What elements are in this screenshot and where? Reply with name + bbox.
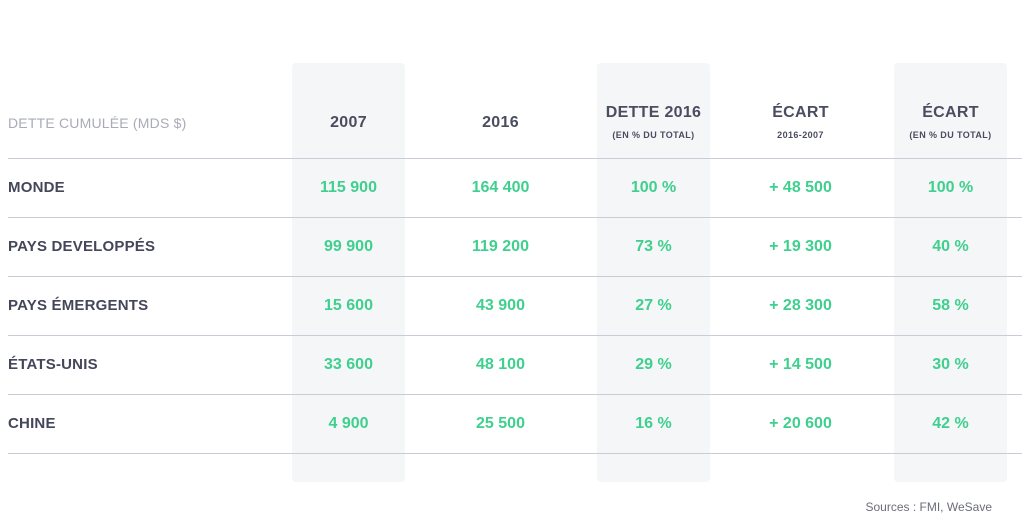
header-title: ÉCART [922, 103, 979, 121]
table-row-etats-unis: ÉTATS-UNIS 33 600 48 100 29 % + 14 500 3… [8, 336, 1022, 395]
cell-dette-2016-pct: 27 % [597, 277, 710, 335]
header-subtitle: (EN % DU TOTAL) [909, 129, 992, 140]
header-col-2016: 2016 [444, 63, 557, 158]
row-label-cell: CHINE [8, 395, 292, 453]
cell-value: 164 400 [471, 178, 530, 196]
column-band-2007 [292, 63, 405, 482]
cell-dette-2016-pct: 29 % [597, 336, 710, 394]
cell-value: 42 % [932, 414, 969, 432]
cell-value: 4 900 [328, 414, 369, 432]
column-band-ecart-pct [894, 63, 1007, 482]
cell-ecart-pct: 30 % [894, 336, 1007, 394]
table-row-chine: CHINE 4 900 25 500 16 % + 20 600 42 % [8, 395, 1022, 454]
cell-ecart: + 20 600 [744, 395, 857, 453]
header-col-ecart-pct: ÉCART (EN % DU TOTAL) [894, 63, 1007, 158]
cell-dette-2016-pct: 73 % [597, 218, 710, 276]
header-col-dette-2016-pct: DETTE 2016 (EN % DU TOTAL) [597, 63, 710, 158]
row-label: ÉTATS-UNIS [8, 356, 98, 373]
header-title: 2016 [482, 113, 519, 131]
cell-value: 16 % [635, 414, 672, 432]
cell-ecart: + 19 300 [744, 218, 857, 276]
cell-2016: 119 200 [444, 218, 557, 276]
cell-value: 115 900 [320, 178, 377, 196]
table-header: DETTE CUMULÉE (MDS $) 2007 2016 DETTE 20… [8, 63, 1022, 159]
cell-value: 30 % [932, 355, 969, 373]
cell-2007: 4 900 [292, 395, 405, 453]
cell-2007: 33 600 [292, 336, 405, 394]
table-row-pays-developpes: PAYS DEVELOPPÉS 99 900 119 200 73 % + 19… [8, 218, 1022, 277]
cell-2016: 164 400 [444, 159, 557, 217]
debt-table: DETTE CUMULÉE (MDS $) 2007 2016 DETTE 20… [8, 63, 1022, 454]
cell-value: 48 100 [476, 355, 525, 373]
header-title: DETTE 2016 [605, 103, 702, 121]
header-title: 2007 [330, 113, 367, 131]
column-band-dette-2016-pct [597, 63, 710, 482]
cell-value: 99 900 [324, 237, 373, 255]
cell-value: + 20 600 [769, 414, 832, 432]
cell-value: 119 200 [472, 237, 529, 255]
table-row-pays-emergents: PAYS ÉMERGENTS 15 600 43 900 27 % + 28 3… [8, 277, 1022, 336]
row-label: PAYS ÉMERGENTS [8, 297, 149, 314]
header-col-2007: 2007 [292, 63, 405, 158]
cell-value: + 28 300 [769, 296, 832, 314]
header-subtitle: 2016-2007 [777, 129, 824, 140]
cell-ecart: + 28 300 [744, 277, 857, 335]
cell-2007: 99 900 [292, 218, 405, 276]
source-note: Sources : FMI, WeSave [865, 500, 993, 514]
cell-value: 43 900 [476, 296, 525, 314]
row-label-cell: PAYS ÉMERGENTS [8, 277, 292, 335]
cell-value: 58 % [932, 296, 969, 314]
cell-value: 73 % [635, 237, 672, 255]
cell-ecart-pct: 58 % [894, 277, 1007, 335]
cell-value: + 14 500 [769, 355, 832, 373]
cell-ecart-pct: 100 % [894, 159, 1007, 217]
header-col-ecart: ÉCART 2016-2007 [744, 63, 857, 158]
cell-2016: 43 900 [444, 277, 557, 335]
cell-value: 33 600 [324, 355, 373, 373]
cell-2016: 25 500 [444, 395, 557, 453]
row-label-cell: PAYS DEVELOPPÉS [8, 218, 292, 276]
cell-value: + 19 300 [769, 237, 832, 255]
row-label-cell: ÉTATS-UNIS [8, 336, 292, 394]
cell-2016: 48 100 [444, 336, 557, 394]
cell-ecart: + 48 500 [744, 159, 857, 217]
table-row-monde: MONDE 115 900 164 400 100 % + 48 500 100… [8, 159, 1022, 218]
row-label: MONDE [8, 179, 65, 196]
cell-ecart: + 14 500 [744, 336, 857, 394]
cell-value: 27 % [635, 296, 672, 314]
cell-2007: 115 900 [292, 159, 405, 217]
cell-value: 15 600 [324, 296, 373, 314]
header-label-cell: DETTE CUMULÉE (MDS $) [8, 63, 292, 158]
cell-dette-2016-pct: 100 % [597, 159, 710, 217]
header-subtitle: (EN % DU TOTAL) [612, 129, 695, 140]
cell-value: 100 % [927, 178, 974, 196]
row-label: PAYS DEVELOPPÉS [8, 238, 156, 255]
cell-ecart-pct: 42 % [894, 395, 1007, 453]
cell-value: 40 % [932, 237, 969, 255]
cell-ecart-pct: 40 % [894, 218, 1007, 276]
row-label-cell: MONDE [8, 159, 292, 217]
row-label: CHINE [8, 415, 56, 432]
header-label: DETTE CUMULÉE (MDS $) [8, 114, 187, 131]
cell-value: 25 500 [476, 414, 525, 432]
cell-dette-2016-pct: 16 % [597, 395, 710, 453]
cell-value: + 48 500 [769, 178, 832, 196]
header-title: ÉCART [772, 103, 829, 121]
cell-value: 29 % [635, 355, 672, 373]
cell-value: 100 % [630, 178, 677, 196]
cell-2007: 15 600 [292, 277, 405, 335]
